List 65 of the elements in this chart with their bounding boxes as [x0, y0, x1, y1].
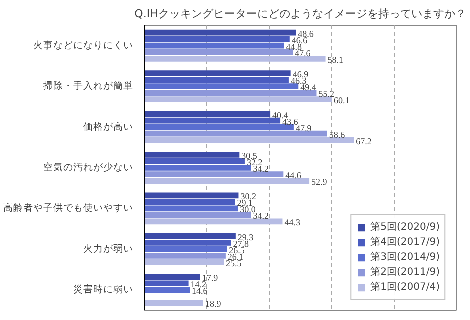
bar [144, 36, 290, 42]
bar [144, 192, 239, 199]
data-label: 58.1 [328, 54, 344, 65]
data-label: 40.4 [272, 110, 289, 120]
bar [144, 152, 240, 158]
bar [144, 172, 284, 178]
data-label: 44.6 [286, 170, 302, 181]
data-label: 18.9 [205, 299, 222, 310]
bar [144, 90, 317, 96]
bar [144, 206, 238, 212]
bar [144, 158, 245, 164]
data-label: 49.4 [300, 82, 317, 93]
bar [144, 300, 204, 306]
bar [144, 287, 190, 294]
bar [144, 212, 252, 218]
bar [144, 130, 328, 137]
bar [144, 260, 224, 266]
y-tick-label: 高齢者や子供でも使いやすい [4, 202, 134, 214]
bar [144, 137, 354, 144]
bar [144, 30, 296, 36]
data-label: 48.6 [298, 28, 314, 39]
legend-label: 第1回(2007/4) [370, 281, 440, 294]
data-label: 30.5 [242, 150, 258, 161]
bar [144, 111, 271, 118]
bar [144, 96, 332, 103]
bar [144, 253, 226, 259]
bar [144, 118, 281, 124]
y-tick-label: 掃除・手入れが簡単 [44, 80, 134, 92]
legend-label: 第2回(2011/9) [370, 266, 440, 279]
legend-label: 第5回(2020/9) [370, 221, 440, 234]
bar [144, 233, 236, 240]
bar [144, 178, 310, 184]
chart-title: Q.IHクッキングヒーターにどのようなイメージを持っていますか？ [134, 8, 466, 20]
data-label: 44.3 [284, 218, 301, 228]
data-label: 67.2 [356, 136, 372, 146]
data-label: 14.6 [192, 286, 208, 296]
data-label: 29.3 [238, 232, 254, 242]
bar [144, 280, 189, 287]
bar [144, 124, 294, 130]
bar [144, 77, 289, 83]
bar [144, 165, 252, 171]
data-label: 47.9 [296, 123, 312, 134]
legend-label: 第4回(2017/9) [370, 236, 440, 249]
y-tick-label: 火力が弱い [84, 242, 134, 255]
bar [144, 218, 283, 225]
bar [144, 246, 228, 252]
bar [144, 274, 200, 280]
y-tick-label: 価格が高い [84, 120, 134, 133]
data-label: 58.6 [329, 130, 346, 140]
bar [144, 240, 232, 246]
data-label: 34.2 [253, 164, 269, 174]
data-label: 60.1 [334, 96, 350, 106]
bar [144, 49, 294, 56]
data-label: 55.2 [318, 89, 334, 100]
data-label: 34.2 [253, 211, 269, 222]
bar [144, 199, 236, 206]
bar [144, 56, 326, 62]
legend-label: 第3回(2014/9) [370, 251, 440, 264]
bar [144, 84, 299, 90]
y-tick-label: 火事などになりにくい [34, 39, 134, 52]
data-label: 52.9 [312, 177, 328, 188]
bar [144, 70, 291, 76]
bar [144, 42, 284, 49]
y-tick-label: 災害時に弱い [74, 284, 134, 296]
y-tick-label: 空気の汚れが少ない [44, 162, 134, 174]
